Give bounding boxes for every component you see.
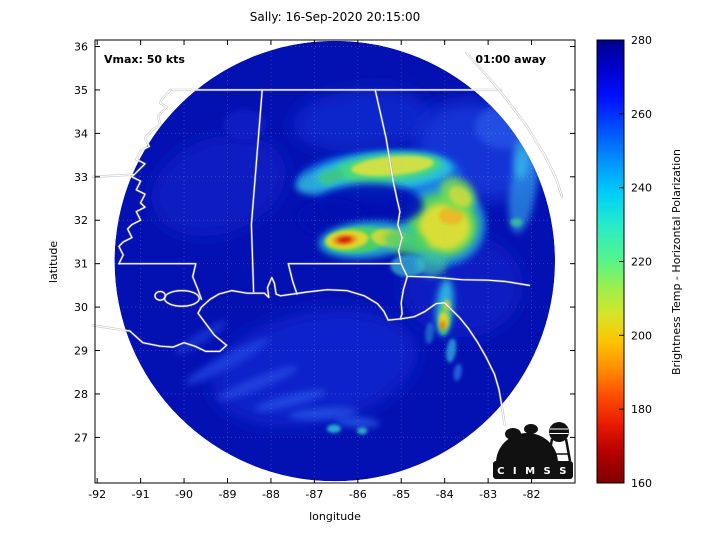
x-tick-label: -89 [219, 488, 237, 501]
water-tower-tank-icon [549, 422, 569, 442]
colorbar-tick-label: 180 [631, 403, 652, 416]
water-tower-leg-icon [564, 438, 572, 462]
y-tick-label: 33 [74, 171, 88, 184]
x-axis-label: longitude [309, 510, 361, 523]
colorbar: 280 260 240 220 200 180 160 [596, 34, 652, 490]
x-tick-label: -92 [88, 488, 106, 501]
colorbar-tick-label: 160 [631, 477, 652, 490]
x-tick-label: -85 [392, 488, 410, 501]
colorbar-tick-label: 200 [631, 329, 652, 342]
y-tick-label: 35 [74, 84, 88, 97]
x-tick-label: -90 [175, 488, 193, 501]
satellite-dish-icon [524, 424, 538, 434]
x-tick-label: -88 [262, 488, 280, 501]
x-tick-label: -86 [349, 488, 367, 501]
y-tick-label: 32 [74, 214, 88, 227]
x-tick-label: -91 [132, 488, 150, 501]
y-tick-label: 29 [74, 345, 88, 358]
x-tick-label: -82 [523, 488, 541, 501]
colorbar-tick-label: 280 [631, 34, 652, 47]
microwave-swath [91, 40, 564, 482]
x-tick-label: -87 [305, 488, 323, 501]
x-tick-label: -84 [436, 488, 454, 501]
colorbar-tick-label: 220 [631, 256, 652, 269]
cimss-logo-text: C I M S S [497, 466, 569, 477]
cimss-logo: C I M S S [493, 422, 573, 479]
y-tick-label: 34 [74, 127, 88, 140]
y-tick-label: 36 [74, 41, 88, 54]
colorbar-tick-label: 260 [631, 108, 652, 121]
y-tick-label: 27 [74, 431, 88, 444]
water-tower-leg-icon [546, 438, 554, 462]
storm-field [114, 40, 556, 482]
y-axis-label: latitude [47, 241, 60, 283]
plot-title: Sally: 16-Sep-2020 20:15:00 [250, 10, 421, 24]
colorbar-ticks: 280 260 240 220 200 180 160 [619, 34, 652, 490]
x-tick-label: -83 [479, 488, 497, 501]
y-tick-label: 28 [74, 388, 88, 401]
state-borders [91, 51, 564, 426]
vmax-annotation: Vmax: 50 kts [104, 53, 185, 66]
colorbar-tick-label: 240 [631, 182, 652, 195]
tick-labels: -92 -91 -90 -89 -88 -87 -86 -85 -84 -83 -82 36 35 34 3… [74, 41, 541, 501]
map-plot-area: C I M S S [91, 39, 576, 484]
axes-frame [94, 39, 576, 484]
colorbar-label: Brightness Temp - Horizontal Polarizatio… [670, 149, 683, 375]
logo-band [493, 461, 573, 479]
y-tick-label: 31 [74, 258, 88, 271]
y-tick-label: 30 [74, 301, 88, 314]
countdown-annotation: 01:00 away [475, 53, 546, 66]
